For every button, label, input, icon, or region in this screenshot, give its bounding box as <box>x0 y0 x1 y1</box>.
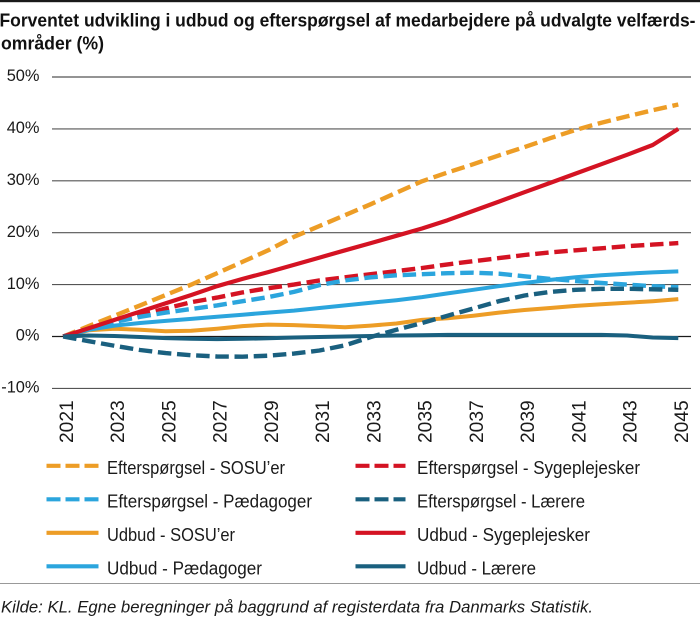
svg-text:10%: 10% <box>7 275 40 293</box>
svg-text:2025: 2025 <box>159 400 180 443</box>
svg-text:2023: 2023 <box>108 400 129 443</box>
svg-text:områder (%): områder (%) <box>1 33 104 54</box>
svg-text:30%: 30% <box>7 171 40 189</box>
svg-text:20%: 20% <box>7 223 40 241</box>
svg-text:2043: 2043 <box>621 400 642 443</box>
svg-text:0%: 0% <box>16 327 40 345</box>
svg-text:Kilde: KL. Egne beregninger på: Kilde: KL. Egne beregninger på baggrund … <box>1 598 593 617</box>
svg-text:50%: 50% <box>7 67 40 85</box>
svg-text:40%: 40% <box>7 119 40 137</box>
svg-text:2021: 2021 <box>57 400 78 443</box>
svg-text:Efterspørgsel - SOSU’er: Efterspørgsel - SOSU’er <box>107 457 285 478</box>
svg-text:2037: 2037 <box>467 400 488 443</box>
svg-text:Udbud - SOSU’er: Udbud - SOSU’er <box>107 524 235 545</box>
svg-text:2041: 2041 <box>569 400 590 443</box>
svg-text:2029: 2029 <box>262 400 283 443</box>
svg-text:Efterspørgsel - Lærere: Efterspørgsel - Lærere <box>417 491 585 512</box>
svg-text:2039: 2039 <box>518 400 539 443</box>
svg-text:Efterspørgsel - Pædagoger: Efterspørgsel - Pædagoger <box>107 491 312 512</box>
svg-text:Udbud - Sygeplejesker: Udbud - Sygeplejesker <box>417 524 590 545</box>
svg-text:Efterspørgsel - Sygeplejesker: Efterspørgsel - Sygeplejesker <box>417 457 640 478</box>
svg-text:2045: 2045 <box>672 400 693 443</box>
svg-text:2033: 2033 <box>364 400 385 443</box>
svg-text:Udbud - Lærere: Udbud - Lærere <box>417 558 536 579</box>
svg-text:Udbud - Pædagoger: Udbud - Pædagoger <box>107 558 262 579</box>
svg-text:2031: 2031 <box>313 400 334 443</box>
svg-text:-10%: -10% <box>1 379 39 397</box>
svg-text:2035: 2035 <box>416 400 437 443</box>
svg-text:2027: 2027 <box>211 400 232 443</box>
svg-text:Forventet udvikling i udbud og: Forventet udvikling i udbud og efterspør… <box>0 10 696 31</box>
